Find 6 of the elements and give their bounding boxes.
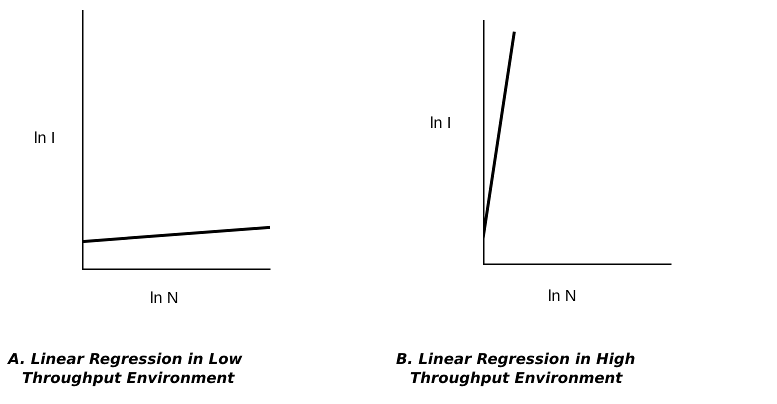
x-axis-title: ln N — [548, 288, 576, 306]
y-axis-title: ln I — [430, 115, 452, 133]
y-axis-title: ln I — [34, 130, 56, 148]
text: B. Linear Regression in High Throughput Environment — [396, 350, 636, 388]
text: A. Linear Regression in Low Throughput Environment — [8, 350, 244, 388]
x-axis-title: ln N — [150, 290, 178, 308]
